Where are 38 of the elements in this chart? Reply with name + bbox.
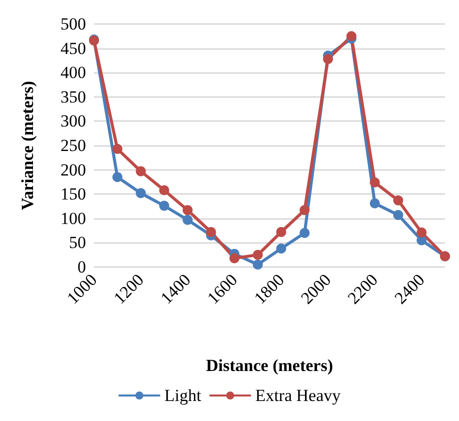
point bbox=[416, 227, 427, 238]
y-tick-label: 250 bbox=[60, 136, 86, 155]
point bbox=[300, 228, 310, 238]
y-tick-label: 300 bbox=[60, 112, 86, 131]
point bbox=[370, 177, 380, 188]
point bbox=[393, 195, 404, 206]
y-tick-label: 50 bbox=[69, 233, 86, 252]
point bbox=[276, 244, 286, 254]
point bbox=[182, 214, 193, 225]
y-tick-label: 150 bbox=[60, 184, 86, 204]
point bbox=[112, 172, 122, 182]
point bbox=[252, 250, 263, 260]
point bbox=[182, 205, 193, 216]
point bbox=[206, 227, 216, 238]
point bbox=[300, 205, 310, 216]
y-tick-label: 200 bbox=[60, 160, 86, 180]
point bbox=[252, 260, 263, 270]
point bbox=[136, 166, 146, 176]
point bbox=[276, 227, 286, 238]
point bbox=[159, 185, 170, 196]
point bbox=[370, 198, 380, 208]
y-tick-label: 450 bbox=[60, 38, 86, 58]
y-tick-label: 350 bbox=[60, 87, 86, 106]
point bbox=[136, 188, 146, 198]
legend-label: Light bbox=[164, 386, 202, 405]
legend-label: Extra Heavy bbox=[255, 386, 342, 405]
point bbox=[229, 253, 240, 264]
y-tick-label: 500 bbox=[60, 14, 86, 34]
y-tick-label: 100 bbox=[60, 208, 86, 228]
point bbox=[159, 200, 170, 211]
y-tick-label: 400 bbox=[60, 63, 86, 82]
y-axis-title: Variance (meters) bbox=[18, 80, 37, 210]
point bbox=[346, 31, 356, 42]
y-tick-label: 0 bbox=[78, 258, 86, 276]
point bbox=[323, 54, 333, 64]
point bbox=[393, 210, 404, 220]
x-axis-title: Distance (meters) bbox=[206, 356, 333, 375]
point bbox=[112, 144, 122, 154]
